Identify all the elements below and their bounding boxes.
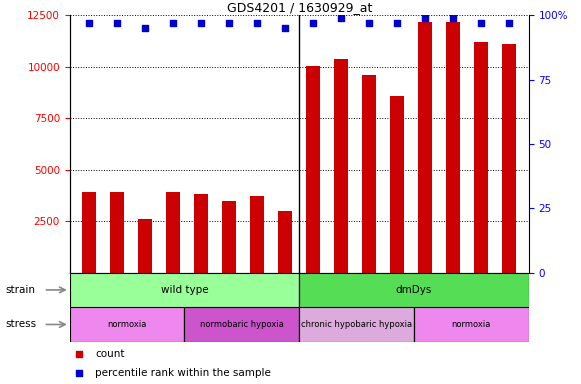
Title: GDS4201 / 1630929_at: GDS4201 / 1630929_at — [227, 1, 372, 14]
Bar — [223, 200, 236, 273]
Point — [196, 20, 206, 26]
Text: normoxia: normoxia — [107, 320, 147, 329]
Point — [364, 20, 374, 26]
Point — [253, 20, 262, 26]
Text: wild type: wild type — [161, 285, 208, 295]
Point — [74, 370, 84, 376]
Point — [85, 20, 94, 26]
Point — [421, 15, 430, 21]
Text: count: count — [95, 349, 124, 359]
Point — [168, 20, 178, 26]
Point — [141, 25, 150, 31]
Point — [309, 20, 318, 26]
Bar — [83, 192, 96, 273]
Bar — [250, 197, 264, 273]
Text: chronic hypobaric hypoxia: chronic hypobaric hypoxia — [301, 320, 412, 329]
Bar — [70, 307, 185, 342]
Text: strain: strain — [6, 285, 36, 295]
Bar — [306, 66, 320, 273]
Bar — [278, 211, 292, 273]
Bar — [70, 273, 299, 307]
Point — [113, 20, 122, 26]
Point — [504, 20, 514, 26]
Bar — [138, 219, 152, 273]
Text: percentile rank within the sample: percentile rank within the sample — [95, 368, 271, 379]
Bar — [299, 273, 529, 307]
Bar — [390, 96, 404, 273]
Point — [393, 20, 402, 26]
Bar — [334, 59, 348, 273]
Point — [449, 15, 458, 21]
Text: normobaric hypoxia: normobaric hypoxia — [200, 320, 284, 329]
Point — [225, 20, 234, 26]
Bar — [418, 22, 432, 273]
Bar — [194, 194, 208, 273]
Bar — [414, 307, 529, 342]
Bar — [502, 44, 516, 273]
Bar — [474, 42, 488, 273]
Bar — [185, 307, 299, 342]
Point — [476, 20, 486, 26]
Text: stress: stress — [6, 319, 37, 329]
Bar — [446, 22, 460, 273]
Point — [336, 15, 346, 21]
Bar — [166, 192, 180, 273]
Bar — [299, 307, 414, 342]
Text: dmDys: dmDys — [396, 285, 432, 295]
Bar — [362, 75, 376, 273]
Point — [281, 25, 290, 31]
Text: normoxia: normoxia — [451, 320, 491, 329]
Bar — [110, 192, 124, 273]
Point — [74, 351, 84, 357]
